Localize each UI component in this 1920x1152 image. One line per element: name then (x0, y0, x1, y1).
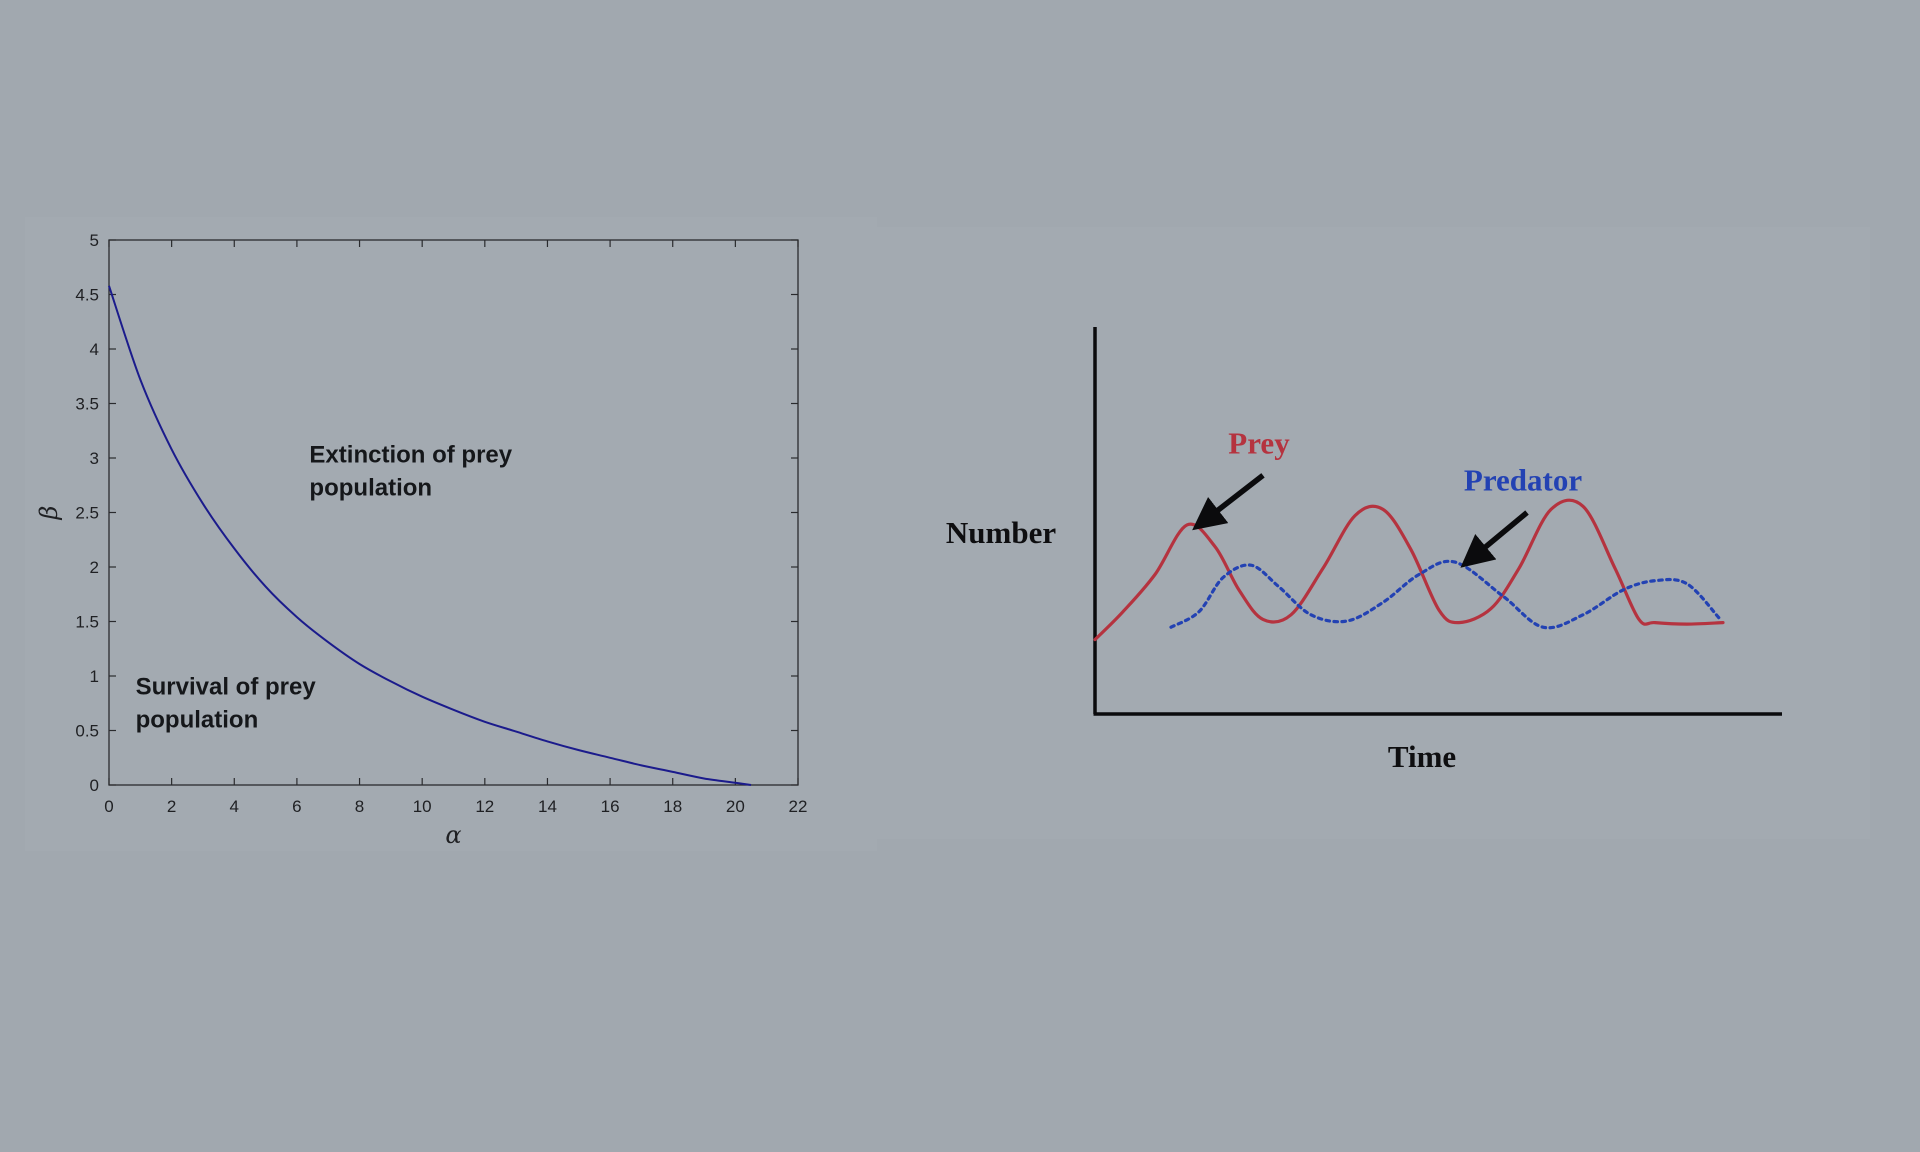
series-label: Predator (1464, 463, 1582, 498)
x-tick-label: 6 (292, 797, 301, 816)
x-tick-label: 16 (601, 797, 620, 816)
x-tick-label: 12 (475, 797, 494, 816)
x-tick-label: 8 (355, 797, 364, 816)
x-tick-label: 0 (104, 797, 113, 816)
y-tick-label: 3.5 (75, 395, 99, 414)
y-tick-label: 1.5 (75, 613, 99, 632)
y-tick-label: 3 (90, 449, 99, 468)
region-label-line: population (309, 474, 432, 501)
y-tick-label: 0 (90, 776, 99, 795)
boundary-curve (108, 285, 752, 786)
x-axis-label: α (445, 821, 461, 849)
x-tick-label: 18 (663, 797, 682, 816)
alpha-beta-chart: 0 2 4 6 8 10 12 14 16 18 20 22 0 0.5 1 1.5 2 2.5 3 3.5 4 4.5 5… (35, 231, 808, 849)
x-tick-label: 14 (538, 797, 557, 816)
left-chart-panel: 0 2 4 6 8 10 12 14 16 18 20 22 0 0.5 1 1.5 2 2.5 3 3.5 4 4.5 5… (25, 217, 877, 851)
region-label-line: Extinction of prey (309, 441, 512, 468)
x-tick-label: 20 (726, 797, 745, 816)
region-label-line: population (136, 707, 259, 734)
region-annotation: Extinction of prey population (309, 441, 512, 501)
region-label-line: Survival of prey (136, 674, 317, 701)
y-axis-label: Number (946, 515, 1056, 550)
y-tick-label: 2.5 (75, 504, 99, 523)
predator-curve (1169, 559, 1721, 630)
x-tick-label: 10 (413, 797, 432, 816)
region-annotation: Survival of prey population (136, 674, 317, 734)
prey-curve (1093, 498, 1725, 642)
y-tick-label: 0.5 (75, 722, 99, 741)
x-axis-label: Time (1388, 739, 1456, 774)
plot-frame (108, 239, 799, 786)
pointer-arrow (1192, 473, 1265, 531)
x-tick-label: 4 (230, 797, 239, 816)
y-tick-label: 5 (90, 231, 99, 250)
prey-pointer: Prey (1192, 425, 1290, 531)
y-axis-label: β (35, 506, 63, 521)
y-tick-label: 2 (90, 558, 99, 577)
y-tick-label: 4 (90, 340, 99, 359)
y-tick-label: 1 (90, 667, 99, 686)
y-tick-label: 4.5 (75, 286, 99, 305)
series-label: Prey (1228, 425, 1290, 460)
predator-prey-chart: Time Number Prey Predator (946, 327, 1782, 774)
x-tick-label: 2 (167, 797, 176, 816)
right-chart-panel: Time Number Prey Predator (877, 227, 1870, 839)
pointer-arrow (1460, 510, 1529, 568)
predator-pointer: Predator (1460, 463, 1582, 568)
x-tick-label: 22 (789, 797, 808, 816)
